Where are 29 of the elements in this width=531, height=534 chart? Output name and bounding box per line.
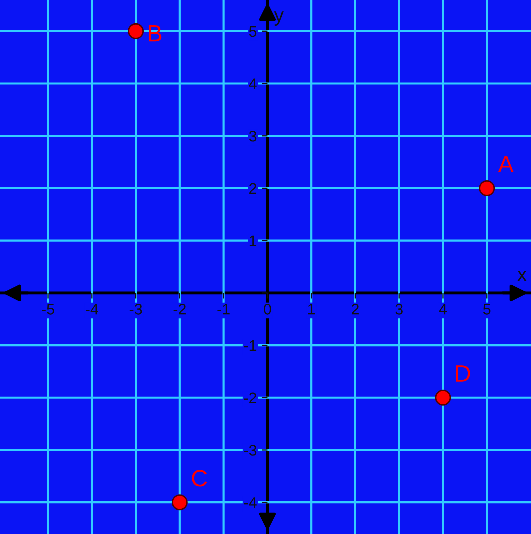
x-axis-title: x	[518, 271, 527, 282]
x-tick-label: -1	[218, 304, 230, 315]
x-tick-label: 1	[308, 304, 316, 315]
x-tick-label: 2	[352, 304, 359, 315]
y-tick-label: -4	[244, 498, 257, 508]
x-tick-label: 4	[439, 304, 448, 315]
y-tick-label: 5	[249, 26, 257, 38]
annotation: A	[498, 156, 514, 172]
y-tick-label: 3	[249, 130, 257, 142]
x-tick-label: -3	[130, 304, 142, 315]
point	[128, 23, 144, 40]
x-tick-label: -4	[86, 304, 99, 315]
point	[435, 390, 452, 406]
x-tick-label: 0	[264, 304, 272, 315]
point	[172, 494, 188, 511]
annotation: D	[456, 366, 470, 382]
y-tick-label: 2	[250, 183, 257, 194]
y-tick-label: 4	[249, 78, 257, 90]
y-tick-label: -2	[244, 392, 257, 404]
y-tick-label: -3	[244, 445, 257, 456]
point	[479, 180, 496, 196]
annotation: C	[192, 470, 208, 487]
x-tick-label: 3	[396, 304, 403, 315]
x-tick-label: -5	[42, 304, 54, 315]
x-tick-label: -2	[174, 304, 186, 315]
x-tick-label: 5	[483, 304, 491, 315]
y-tick-label: 1	[250, 236, 257, 246]
y-axis-title: y	[274, 12, 284, 26]
y-tick-label: -1	[244, 340, 257, 352]
